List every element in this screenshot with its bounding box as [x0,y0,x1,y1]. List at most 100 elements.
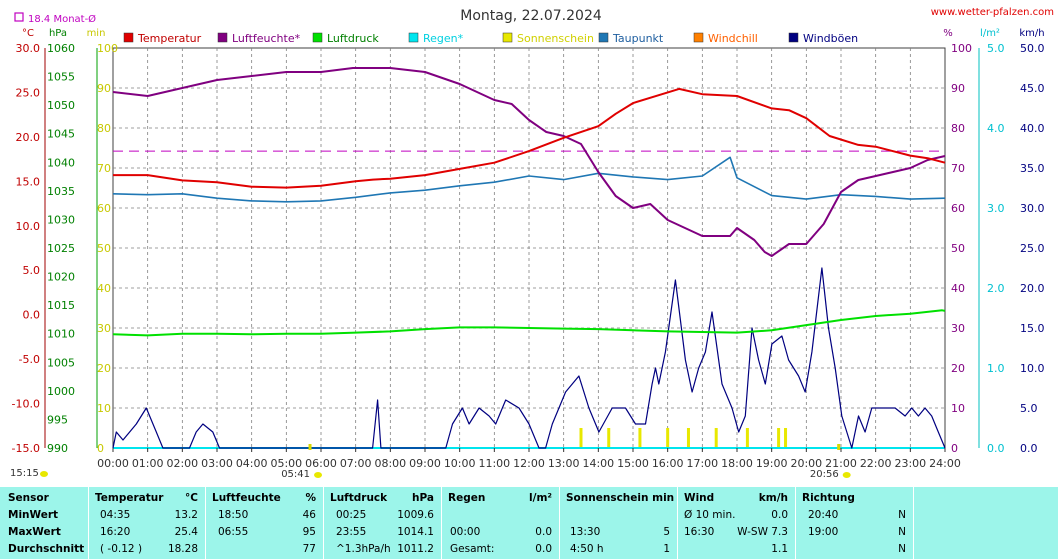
site-link[interactable]: www.wetter-pfalzen.com [931,7,1054,18]
sunshine-unit-label: min [87,28,106,39]
chart-title: Montag, 22.07.2024 [460,8,602,24]
wind-tick-label: 35.0 [1020,162,1045,175]
pressure-tick-label: 1035 [47,185,75,198]
sunshine-tick-label: 40 [97,282,111,295]
x-tick-label: 07:00 [340,457,372,470]
stats-cell-temp-time: 04:35 [100,509,131,521]
x-tick-label: 23:00 [894,457,926,470]
stats-header-sun: Sonnenschein min [566,492,675,504]
x-tick-label: 08:00 [374,457,406,470]
stats-cell-hum-val: 77 [302,543,316,555]
weather-chart: Montag, 22.07.2024 www.wetter-pfalzen.co… [10,7,1054,480]
temp-tick-label: 5.0 [23,264,41,277]
series-line-windben [112,267,946,449]
col-divider [677,487,678,559]
stats-cell-hum-time: 18:50 [218,509,249,521]
x-tick-label: 05:00 [270,457,302,470]
stats-header-press-unit: hPa [412,492,434,504]
temp-tick-label: -5.0 [19,353,40,366]
stats-cell-dir-val: N [898,509,906,521]
rain-tick-label: 4.0 [987,122,1005,135]
col-divider [205,487,206,559]
stats-cell-wind-b: W-SW 7.3 [737,526,788,538]
stats-cell-dir-val: N [898,526,906,538]
pressure-tick-label: 1020 [47,271,75,284]
legend-label: Luftfeuchte* [232,32,301,45]
pressure-tick-label: 1000 [47,385,75,398]
col-divider [441,487,442,559]
x-tick-label: 01:00 [132,457,164,470]
stats-cell-wind-b: 0.0 [771,509,788,521]
x-tick-label: 18:00 [721,457,753,470]
legend-swatch [502,32,513,43]
pressure-tick-label: 1055 [47,71,75,84]
month-avg-label: 18.4 Monat-Ø [28,13,96,25]
legend-label: Regen* [423,32,464,45]
humidity-unit-label: % [943,28,953,39]
stats-cell-wind-a: Ø 10 min. [684,509,736,521]
sunshine-bar [638,428,642,448]
x-tick-label: 19:00 [756,457,788,470]
sunshine-tick-label: 70 [97,162,111,175]
humidity-tick-label: 50 [951,242,965,255]
x-tick-label: 06:00 [305,457,337,470]
rain-tick-label: 5.0 [987,42,1005,55]
sunshine-tick-label: 50 [97,242,111,255]
stats-cell-temp-val: 25.4 [174,526,198,538]
stats-header-hum-unit: % [305,492,316,504]
x-tick-label: 11:00 [478,457,510,470]
sunshine-bar [686,428,690,448]
wind-tick-label: 15.0 [1020,322,1045,335]
month-avg-marker-icon [14,12,24,22]
legend-label: Luftdruck [327,32,379,45]
x-tick-label: 03:00 [201,457,233,470]
sunshine-tick-label: 30 [97,322,111,335]
sunshine-bar [666,428,670,448]
stats-cell-rain-val: 0.0 [535,526,552,538]
stats-row-label: MaxWert [8,526,61,538]
humidity-tick-label: 30 [951,322,965,335]
wind-tick-label: 25.0 [1020,242,1045,255]
col-divider [795,487,796,559]
stats-cell-rain-val: 0.0 [535,543,552,555]
wind-tick-label: 30.0 [1020,202,1045,215]
series-line-temperatur [113,87,946,189]
stats-header-rain-unit: l/m² [529,492,552,504]
series-line-taupunkt [112,156,946,203]
rain-tick-label: 2.0 [987,282,1005,295]
humidity-tick-label: 10 [951,402,965,415]
stats-cell-sun-time: 13:30 [570,526,601,538]
stats-cell-press-val: 1014.1 [397,526,434,538]
stats-cell-sun-val: 1 [663,543,670,555]
stats-cell-dir-time: 20:40 [808,509,839,521]
stats-cell-hum-val: 95 [302,526,316,538]
stats-cell-sun-val: 5 [663,526,670,538]
humidity-tick-label: 100 [951,42,972,55]
col-divider [88,487,89,559]
sunshine-tick-label: 100 [97,42,118,55]
legend-label: Windchill [708,32,758,45]
legend-swatch [408,32,419,43]
pressure-tick-label: 995 [47,413,68,426]
x-tick-label: 04:00 [236,457,268,470]
humidity-tick-label: 80 [951,122,965,135]
stats-header-wind: Wind [684,492,715,504]
legend-label: Sonnenschein [517,32,594,45]
stats-cell-temp-time: 16:20 [100,526,131,538]
x-tick-label: 15:00 [617,457,649,470]
series-line-luftdruck [112,309,946,337]
stats-cell-temp-val: 18.28 [167,543,198,555]
humidity-tick-label: 40 [951,282,965,295]
legend-swatch [693,32,704,43]
legend-swatch [598,32,609,43]
stats-cell-press-val: 1009.6 [397,509,434,521]
wind-tick-label: 10.0 [1020,362,1045,375]
rain-tick-label: 3.0 [987,202,1005,215]
pressure-tick-label: 1005 [47,356,75,369]
x-tick-label: 12:00 [513,457,545,470]
stats-header-temp-unit: °C [185,492,198,504]
stats-header-press: Luftdruck [330,492,388,504]
legend-swatch [312,32,323,43]
humidity-tick-label: 20 [951,362,965,375]
